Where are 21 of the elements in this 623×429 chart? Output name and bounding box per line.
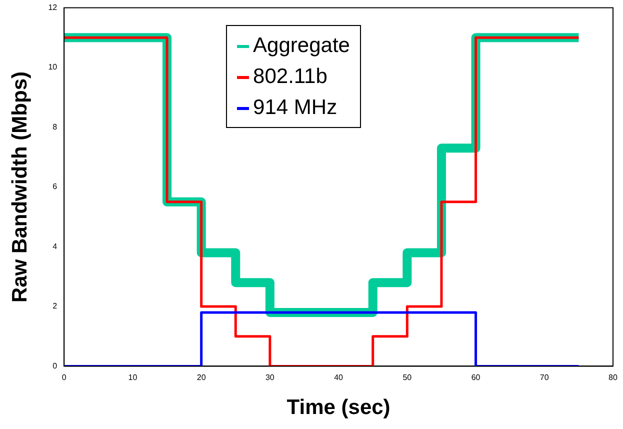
y-tick-label: 8 [52, 122, 58, 132]
legend-label: 802.11b [253, 64, 328, 88]
legend-label: Aggregate [253, 34, 350, 57]
x-tick-label: 40 [334, 373, 344, 382]
x-tick-label: 20 [196, 373, 206, 382]
x-tick-label: 30 [265, 373, 275, 382]
x-tick-label: 0 [62, 373, 67, 382]
y-tick-label: 4 [52, 242, 58, 251]
y-tick-label: 2 [52, 302, 58, 311]
y-tick-label: 6 [52, 182, 58, 192]
y-tick-label: 12 [48, 3, 58, 12]
x-tick-label: 60 [471, 373, 481, 382]
x-tick-label: 10 [128, 373, 138, 382]
x-tick-label: 70 [540, 373, 550, 382]
legend-label: 914 MHz [253, 96, 338, 119]
x-tick-label: 80 [608, 373, 618, 382]
y-axis-title: Raw Bandwidth (Mbps) [8, 72, 32, 302]
x-axis-title: Time (sec) [286, 396, 390, 420]
y-tick-label: 10 [48, 62, 58, 72]
x-tick-label: 50 [402, 373, 412, 382]
y-tick-label: 0 [52, 361, 58, 370]
